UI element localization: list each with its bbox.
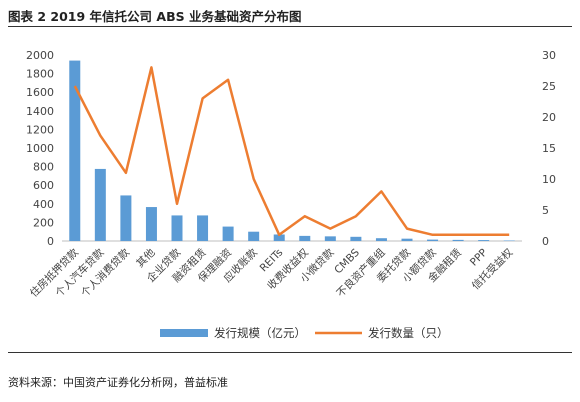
y-right-tick-label: 30 [542, 49, 556, 62]
y-left-tick-label: 0 [47, 235, 54, 248]
legend: 发行规模（亿元） 发行数量（只） [160, 326, 449, 340]
bar [120, 195, 132, 241]
series-line [73, 66, 510, 237]
bar [375, 238, 387, 241]
y-right-tick-label: 0 [542, 235, 549, 248]
legend-swatch-bar [160, 329, 208, 337]
y-left-tick-label: 1200 [26, 123, 54, 136]
legend-label-line: 发行数量（只） [368, 326, 449, 340]
y-left-tick-label: 2000 [26, 49, 54, 62]
y-right-tick-label: 5 [542, 204, 549, 217]
bar [324, 236, 336, 241]
source-rule [8, 352, 572, 353]
bar [222, 226, 234, 241]
bar [427, 239, 439, 241]
y-left-tick-label: 600 [33, 179, 54, 192]
y-left-tick-label: 800 [33, 161, 54, 174]
source-note: 资料来源：中国资产证券化分析网，普益标准 [8, 376, 228, 389]
chart: 0 200 400 600 800 1000 1200 1400 1600 1800 2000 0 5 1… [26, 49, 556, 340]
category-label: PPP [468, 247, 490, 269]
y-left-tick-label: 1400 [26, 105, 54, 118]
axes: 0 200 400 600 800 1000 1200 1400 1600 1800 2000 0 5 1… [26, 49, 556, 248]
line-layer [73, 66, 510, 237]
legend-label-bar: 发行规模（亿元） [214, 326, 306, 340]
bar [69, 60, 81, 241]
bar [171, 215, 183, 241]
bar [197, 215, 209, 241]
bar [94, 168, 106, 241]
y-left-tick-label: 1600 [26, 86, 54, 99]
bars-layer [69, 60, 515, 241]
bar [145, 207, 157, 241]
bar [478, 240, 490, 241]
y-left-tick-label: 400 [33, 198, 54, 211]
bar [248, 231, 260, 241]
y-right-tick-label: 25 [542, 80, 556, 93]
figure-title: 图表 2 2019 年信托公司 ABS 业务基础资产分布图 [8, 9, 302, 24]
y-right-tick-label: 20 [542, 111, 556, 124]
y-left-tick-label: 1800 [26, 68, 54, 81]
y-right-tick-label: 10 [542, 173, 556, 186]
y-right-tick-label: 15 [542, 142, 556, 155]
y-left-tick-label: 1000 [26, 142, 54, 155]
bar [452, 239, 464, 241]
y-left-tick-label: 200 [33, 216, 54, 229]
bar [273, 234, 285, 241]
bar [350, 236, 362, 241]
bar [401, 238, 413, 241]
bar [299, 235, 311, 241]
title-rule [8, 26, 572, 27]
